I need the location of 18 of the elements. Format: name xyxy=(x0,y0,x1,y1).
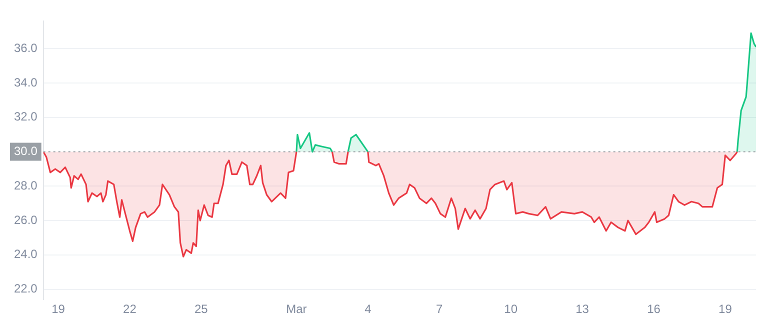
x-tick-label: 4 xyxy=(364,302,372,316)
x-tick-label: 13 xyxy=(576,302,590,316)
x-tick-label: 22 xyxy=(123,302,137,316)
x-tick-label: 19 xyxy=(718,302,732,316)
x-tick-label: 7 xyxy=(436,302,444,316)
y-tick-label: 22.0 xyxy=(14,282,38,296)
y-tick-label: 36.0 xyxy=(14,41,38,56)
x-tick-label: 16 xyxy=(647,302,661,316)
ref-line-label: 30.0 xyxy=(14,144,38,158)
x-tick-label: 19 xyxy=(52,302,66,316)
y-tick-label: 24.0 xyxy=(14,247,38,262)
y-tick-label: 28.0 xyxy=(14,178,38,192)
y-tick-label: 26.0 xyxy=(14,212,38,227)
x-tick-label: Mar xyxy=(286,302,307,316)
x-tick-label: 25 xyxy=(194,302,208,316)
y-tick-label: 32.0 xyxy=(14,110,38,124)
y-tick-label: 34.0 xyxy=(14,75,38,90)
x-tick-label: 10 xyxy=(504,302,518,316)
